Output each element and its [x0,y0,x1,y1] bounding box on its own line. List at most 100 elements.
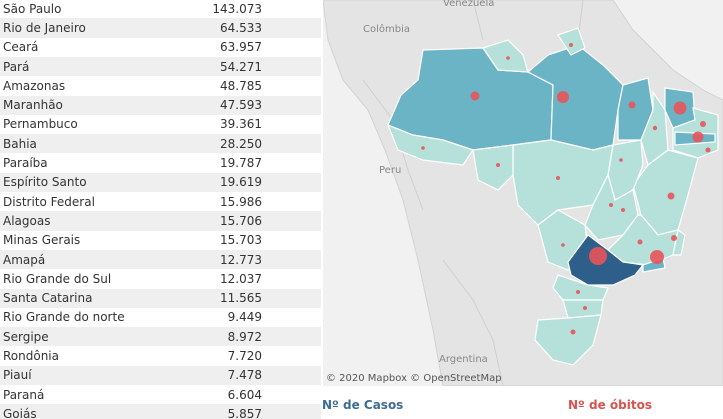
table-row[interactable]: Rio de Janeiro 64.533 [0,18,321,38]
table-row[interactable]: Bahia 28.250 [0,134,321,154]
state-name: Santa Catarina [3,291,93,306]
table-row[interactable]: Santa Catarina 11.565 [0,288,321,308]
death-marker-maranhao[interactable] [628,101,636,109]
state-acre[interactable] [386,123,474,166]
death-marker-tocantins[interactable] [619,158,623,162]
state-name: Pernambuco [3,117,78,132]
death-marker-acre[interactable] [421,146,425,150]
case-count: 64.533 [220,20,262,35]
death-marker-minas-gerais[interactable] [637,239,643,245]
death-marker-goias[interactable] [609,203,613,207]
state-name: Rio de Janeiro [3,20,86,35]
death-marker-rondonia[interactable] [496,163,500,167]
case-count: 7.478 [227,368,262,383]
state-amapa[interactable] [557,27,586,56]
death-markers [421,43,711,335]
state-name: Rondônia [3,349,59,364]
case-count: 54.271 [220,59,262,74]
death-marker-rio-grande-do-sul[interactable] [570,329,576,335]
case-count: 19.787 [220,156,262,171]
state-rondonia[interactable] [472,144,514,191]
death-marker-bahia[interactable] [667,192,675,200]
death-marker-roraima[interactable] [506,56,510,60]
table-row[interactable]: Pernambuco 39.361 [0,115,321,134]
state-name: Rio Grande do norte [3,310,125,325]
state-name: Sergipe [3,329,49,344]
death-marker-amazonas[interactable] [470,91,480,101]
death-marker-distrito-federal[interactable] [621,208,625,212]
death-marker-rio-de-janeiro[interactable] [650,250,664,264]
case-count: 15.706 [220,213,262,228]
case-count: 39.361 [220,117,262,132]
table-row[interactable]: Distrito Federal 15.986 [0,192,321,211]
death-marker-piaui[interactable] [652,125,658,131]
table-row[interactable]: Sergipe 8.972 [0,327,321,347]
death-marker-amapa[interactable] [569,43,573,47]
state-name: Paraíba [3,156,48,171]
case-count: 28.250 [220,136,262,151]
state-name: Ceará [3,40,39,55]
table-row[interactable]: Amazonas 48.785 [0,76,321,95]
label-venezuela: Venezuela [443,0,494,9]
table-row[interactable]: Paraíba 19.787 [0,153,321,172]
case-count: 5.857 [227,406,262,419]
table-row[interactable]: Espírito Santo 19.619 [0,172,321,192]
table-row[interactable]: Pará 54.271 [0,56,321,77]
death-marker-mato-grosso[interactable] [556,176,560,180]
case-count: 12.037 [220,271,262,286]
state-name: Minas Gerais [3,233,81,248]
table-row[interactable]: Rio Grande do norte 9.449 [0,308,321,327]
death-marker-mato-grosso-do-sul[interactable] [561,243,565,247]
state-rio-grande-do-sul[interactable] [534,314,602,366]
table-row[interactable]: Rio Grande do Sul 12.037 [0,269,321,288]
state-name: São Paulo [3,1,62,16]
brazil-map[interactable]: Venezuela Colômbia Peru Argentina [323,0,723,386]
case-count: 63.957 [220,40,262,55]
death-marker-ceara[interactable] [673,101,687,115]
state-name: Maranhão [3,98,63,113]
case-count: 12.773 [220,252,262,267]
state-cases-table: São Paulo 143.073 Rio de Janeiro 64.533 Cear… [0,0,321,419]
death-marker-para[interactable] [557,91,569,103]
death-marker-sao-paulo[interactable] [589,247,607,265]
case-count: 7.720 [227,349,262,364]
case-count: 15.986 [220,194,262,209]
map-canvas[interactable]: Venezuela Colômbia Peru Argentina [323,0,723,386]
death-marker-parana[interactable] [576,290,580,294]
map-attribution[interactable]: © 2020 Mapbox © OpenStreetMap [326,373,502,384]
state-name: Distrito Federal [3,194,95,209]
state-roraima[interactable] [482,39,529,73]
table-row[interactable]: Piauí 7.478 [0,365,321,385]
state-espirito-santo[interactable] [672,228,686,256]
table-row[interactable]: Amapá 12.773 [0,249,321,270]
case-count: 11.565 [220,291,262,306]
case-count: 47.593 [220,98,262,113]
death-marker-paraiba[interactable] [700,121,706,127]
case-count: 15.703 [220,233,262,248]
table-row[interactable]: Minas Gerais 15.703 [0,231,321,250]
table-row[interactable]: São Paulo 143.073 [0,0,321,18]
death-marker-pernambuco[interactable] [692,131,704,143]
table-row[interactable]: Alagoas 15.706 [0,211,321,231]
table-row[interactable]: Maranhão 47.593 [0,95,321,115]
death-marker-alagoas[interactable] [705,147,711,153]
label-colombia: Colômbia [363,23,410,35]
table-row[interactable]: Rondônia 7.720 [0,346,321,365]
state-name: Alagoas [3,213,51,228]
table-row[interactable]: Goiás 5.857 [0,404,321,419]
label-argentina: Argentina [439,354,488,365]
state-name: Rio Grande do Sul [3,271,112,286]
table-row[interactable]: Paraná 6.604 [0,385,321,404]
state-name: Pará [3,59,30,74]
state-name: Bahia [3,136,37,151]
death-marker-santa-catarina[interactable] [583,306,587,310]
state-name: Amazonas [3,78,66,93]
death-marker-espirito-santo[interactable] [671,235,677,241]
case-count: 48.785 [220,78,262,93]
state-name: Goiás [3,406,37,419]
case-count: 19.619 [220,175,262,190]
case-count: 143.073 [212,1,262,16]
state-name: Paraná [3,387,45,402]
table-row[interactable]: Ceará 63.957 [0,38,321,57]
legend-cases: Nº de Casos [322,398,404,412]
